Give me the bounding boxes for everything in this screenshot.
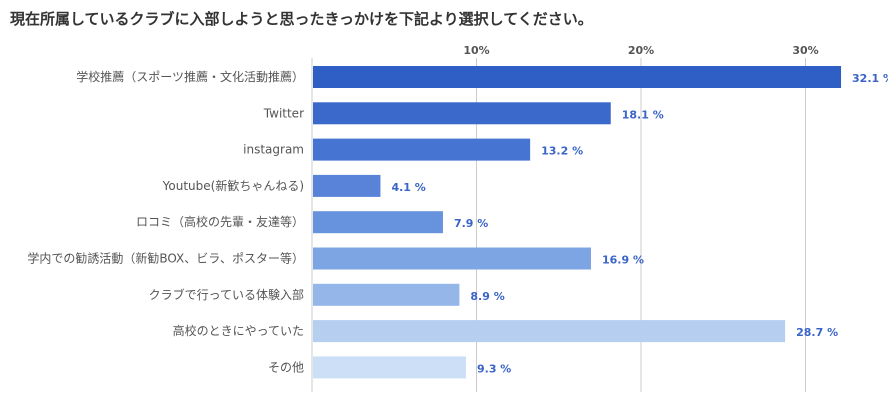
category-label: 高校のときにやっていた: [173, 323, 304, 338]
bar: [313, 211, 443, 234]
category-label: その他: [268, 360, 304, 374]
bar-layer: [313, 66, 842, 379]
bar: [313, 283, 460, 306]
category-label: Youtube(新歓ちゃんねる): [162, 178, 304, 193]
chart-title: 現在所属しているクラブに入部しようと思ったきっかけを下記より選択してください。: [10, 10, 593, 28]
category-label: 学校推薦（スポーツ推薦・文化活動推薦）: [76, 69, 304, 84]
bar: [313, 320, 786, 343]
value-label: 16.9 %: [602, 254, 644, 267]
bar: [313, 247, 592, 270]
value-label: 4.1 %: [391, 181, 425, 194]
label-layer: 10% 20% 30% 学校推薦（スポーツ推薦・文化活動推薦） 32.1 % Twitte…: [27, 44, 888, 375]
value-label: 7.9 %: [454, 217, 488, 230]
x-tick-label: 20%: [628, 44, 654, 57]
category-label: クラブで行っている体験入部: [149, 287, 304, 302]
value-label: 13.2 %: [541, 145, 583, 158]
bar: [313, 66, 842, 88]
category-label: Twitter: [263, 106, 304, 120]
category-label: 学内での勧誘活動（新勧BOX、ビラ、ポスター等）: [27, 251, 304, 266]
bar: [313, 138, 531, 161]
category-label: instagram: [243, 143, 304, 157]
value-label: 32.1 %: [852, 72, 888, 85]
x-tick-label: 30%: [792, 44, 818, 57]
bar: [313, 102, 611, 125]
bar: [313, 174, 381, 197]
value-label: 18.1 %: [622, 108, 664, 121]
x-tick-label: 10%: [463, 44, 489, 57]
bar: [313, 356, 466, 379]
value-label: 28.7 %: [796, 326, 838, 339]
value-label: 8.9 %: [470, 290, 504, 303]
value-label: 9.3 %: [477, 362, 511, 375]
category-label: ロコミ（高校の先輩・友達等）: [136, 214, 304, 229]
